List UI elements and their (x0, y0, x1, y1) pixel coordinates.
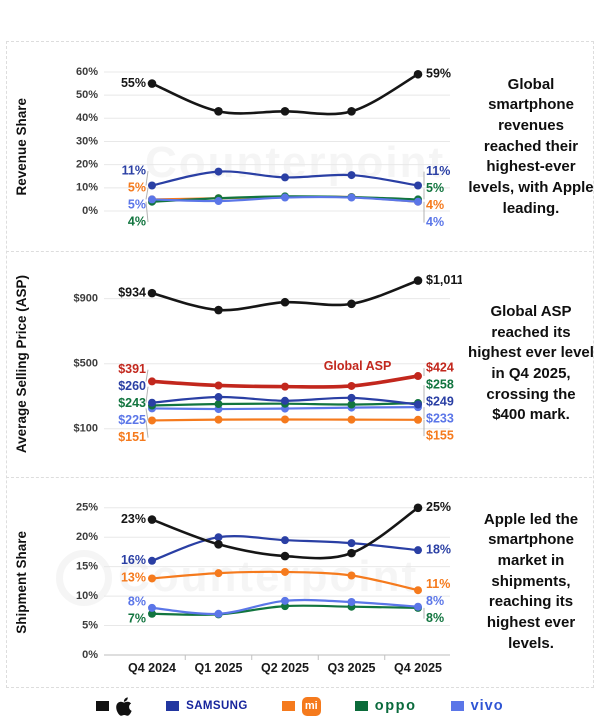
svg-text:13%: 13% (121, 571, 146, 585)
revenue-share-chart: 0% 10% 20% 30% 40% 50% 60% 55% 11% 5% 5% 4% 59% 11% 5%… (76, 66, 451, 229)
asp-axis-label: Average Selling Price (ASP) (13, 274, 29, 454)
svg-text:11%: 11% (426, 164, 450, 178)
oppo-wordmark: oppo (374, 698, 417, 714)
shipment-share-annotation: Apple led the smartphone market in shipm… (483, 510, 579, 652)
svg-text:Q1 2025: Q1 2025 (195, 661, 243, 675)
svg-text:Q3 2025: Q3 2025 (328, 661, 376, 675)
svg-text:$424: $424 (426, 360, 454, 374)
svg-text:8%: 8% (426, 611, 444, 625)
svg-text:7%: 7% (128, 612, 146, 626)
svg-text:20%: 20% (76, 531, 98, 543)
shipment-share-chart: 0% 5% 10% 15% 20% 25% Q4 2024 Q1 2025 Q2 2025 Q3 … (76, 500, 451, 675)
vivo-series-swatch (450, 701, 464, 711)
svg-text:11%: 11% (122, 163, 146, 177)
revenue-share-section: Revenue Share 0% 10% 20% 30% 40% 50% 60% 55% 11%… (0, 45, 600, 249)
asp-chart: $100 $500 $900 Global ASP $934 $391 $260 $243 $2… (74, 273, 462, 444)
vivo-wordmark: vivo (470, 698, 504, 714)
svg-text:$258: $258 (426, 377, 454, 391)
asp-annotation: Global ASP reached its highest ever leve… (468, 302, 594, 424)
svg-text:5%: 5% (82, 619, 98, 631)
revenue-share-axis-label: Revenue Share (13, 98, 29, 196)
svg-text:30%: 30% (76, 135, 98, 147)
svg-text:$233: $233 (426, 411, 454, 425)
svg-text:$934: $934 (118, 285, 146, 299)
svg-text:$900: $900 (74, 293, 98, 305)
svg-text:55%: 55% (121, 76, 146, 90)
svg-text:$155: $155 (426, 428, 454, 442)
legend-item-samsung: SAMSUNG (166, 700, 248, 712)
svg-text:5%: 5% (128, 197, 146, 211)
svg-text:$225: $225 (118, 413, 146, 427)
legend-item-oppo: oppo (354, 698, 417, 714)
svg-text:20%: 20% (76, 159, 98, 171)
svg-text:10%: 10% (76, 590, 98, 602)
svg-text:11%: 11% (426, 577, 450, 591)
svg-text:Q2 2025: Q2 2025 (261, 661, 309, 675)
svg-text:$391: $391 (118, 362, 146, 376)
svg-text:40%: 40% (76, 112, 98, 124)
asp-section: Average Selling Price (ASP) $100 $500 $900… (0, 252, 600, 476)
svg-text:25%: 25% (76, 502, 98, 514)
svg-text:18%: 18% (426, 542, 451, 556)
svg-text:4%: 4% (426, 198, 444, 212)
svg-text:$260: $260 (118, 379, 146, 393)
svg-text:15%: 15% (76, 561, 98, 573)
svg-text:10%: 10% (76, 182, 98, 194)
revenue-share-annotation: Global smartphone revenues reached their… (468, 75, 594, 217)
legend-item-xiaomi: mi (281, 696, 321, 716)
svg-text:5%: 5% (128, 180, 146, 194)
mi-logo-icon: mi (301, 696, 321, 716)
dashed-frame (6, 41, 594, 688)
svg-text:50%: 50% (76, 89, 98, 101)
shipment-share-section: Shipment Share 0% 5% 10% 15% 20% 25% Q4 2024 Q1… (0, 478, 600, 686)
samsung-series-swatch (166, 701, 180, 711)
svg-text:59%: 59% (426, 67, 451, 81)
svg-text:25%: 25% (426, 500, 451, 514)
svg-text:$243: $243 (118, 396, 146, 410)
oppo-series-swatch (354, 701, 368, 711)
svg-text:4%: 4% (426, 215, 444, 229)
section-divider (6, 477, 592, 478)
svg-text:5%: 5% (426, 181, 444, 195)
svg-text:23%: 23% (121, 512, 146, 526)
svg-text:8%: 8% (128, 595, 146, 609)
svg-text:$1,011: $1,011 (426, 273, 462, 287)
samsung-wordmark: SAMSUNG (186, 700, 248, 712)
svg-text:0%: 0% (82, 205, 98, 217)
shipment-share-axis-label: Shipment Share (13, 530, 29, 634)
legend-item-vivo: vivo (450, 698, 504, 714)
svg-text:16%: 16% (121, 553, 146, 567)
svg-text:$151: $151 (118, 430, 146, 444)
svg-text:$500: $500 (74, 358, 98, 370)
legend: SAMSUNG mi oppo vivo (0, 690, 600, 722)
svg-text:Q4 2025: Q4 2025 (394, 661, 442, 675)
svg-text:Q4 2024: Q4 2024 (128, 661, 176, 675)
svg-text:Global ASP: Global ASP (324, 359, 392, 373)
svg-text:8%: 8% (426, 594, 444, 608)
xiaomi-series-swatch (281, 701, 295, 711)
legend-item-apple (96, 696, 133, 717)
section-divider (6, 251, 592, 252)
svg-text:$249: $249 (426, 394, 454, 408)
apple-series-swatch (96, 701, 110, 711)
svg-text:4%: 4% (128, 214, 146, 228)
apple-logo-icon (116, 696, 133, 716)
svg-text:0%: 0% (82, 649, 98, 661)
svg-text:$100: $100 (74, 423, 98, 435)
svg-text:60%: 60% (76, 66, 98, 78)
